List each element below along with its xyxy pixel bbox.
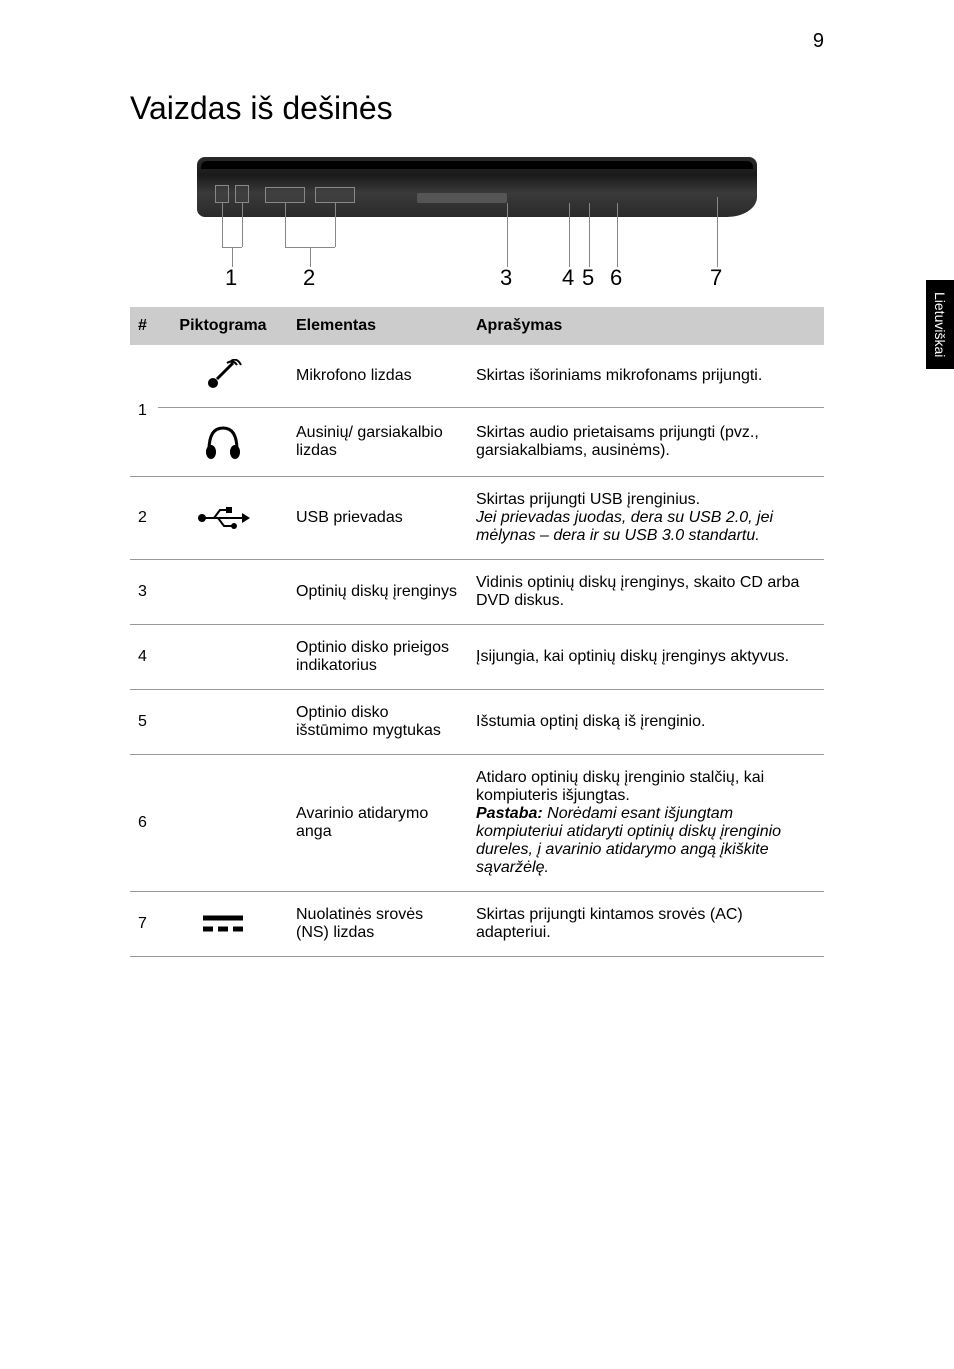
row3-num: 3 <box>130 560 158 625</box>
table-row: 5 Optinio disko išstūmimo mygtukas Išstu… <box>130 690 824 755</box>
row6-desc: Atidaro optinių diskų įrenginio stalčių,… <box>468 755 824 892</box>
page-title: Vaizdas iš dešinės <box>130 90 824 127</box>
row1a-desc: Skirtas išoriniams mikrofonams prijungti… <box>468 345 824 408</box>
row5-element: Optinio disko išstūmimo mygtukas <box>288 690 468 755</box>
row4-num: 4 <box>130 625 158 690</box>
row2-num: 2 <box>130 477 158 560</box>
row4-element: Optinio disko prieigos indikatorius <box>288 625 468 690</box>
page-content: Vaizdas iš dešinės 1 2 3 4 5 6 7 <box>0 0 954 997</box>
header-desc: Aprašymas <box>468 307 824 345</box>
table-row: Ausinių/ garsiakalbio lizdas Skirtas aud… <box>130 408 824 477</box>
row2-desc: Skirtas prijungti USB įrenginius. Jei pr… <box>468 477 824 560</box>
row3-icon <box>158 560 288 625</box>
row6-desc-line1: Atidaro optinių diskų įrenginio stalčių,… <box>476 769 764 804</box>
callout-6: 6 <box>610 265 622 291</box>
dc-power-icon <box>158 892 288 957</box>
laptop-diagram: 1 2 3 4 5 6 7 <box>197 157 757 287</box>
row5-desc: Išstumia optinį diską iš įrenginio. <box>468 690 824 755</box>
row4-desc: Įsijungia, kai optinių diskų įrenginys a… <box>468 625 824 690</box>
callout-2: 2 <box>303 265 315 291</box>
row2-desc-line1: Skirtas prijungti USB įrenginius. <box>476 491 700 508</box>
header-element: Elementas <box>288 307 468 345</box>
table-row: 1 Mikrofono lizdas Skirtas išoriniams mi… <box>130 345 824 408</box>
table-row: 7 Nuolatinės srovės (NS) lizdas Skirtas … <box>130 892 824 957</box>
row6-num: 6 <box>130 755 158 892</box>
row3-desc: Vidinis optinių diskų įrenginys, skaito … <box>468 560 824 625</box>
header-num: # <box>130 307 158 345</box>
row5-num: 5 <box>130 690 158 755</box>
usb-icon <box>158 477 288 560</box>
callout-3: 3 <box>500 265 512 291</box>
table-row: 3 Optinių diskų įrenginys Vidinis optini… <box>130 560 824 625</box>
row4-icon <box>158 625 288 690</box>
callout-5: 5 <box>582 265 594 291</box>
page-number: 9 <box>813 30 824 53</box>
callout-4: 4 <box>562 265 574 291</box>
row2-desc-line2: Jei prievadas juodas, dera su USB 2.0, j… <box>476 509 773 544</box>
table-row: 6 Avarinio atidarymo anga Atidaro optini… <box>130 755 824 892</box>
table-row: 2 USB prievadas Skirtas prijungti USB įr… <box>130 477 824 560</box>
row7-num: 7 <box>130 892 158 957</box>
table-row: 4 Optinio disko prieigos indikatorius Įs… <box>130 625 824 690</box>
row1b-desc: Skirtas audio prietaisams prijungti (pvz… <box>468 408 824 477</box>
row2-element: USB prievadas <box>288 477 468 560</box>
row5-icon <box>158 690 288 755</box>
spec-table: # Piktograma Elementas Aprašymas 1 Mi <box>130 307 824 957</box>
headphones-icon <box>158 408 288 477</box>
row3-element: Optinių diskų įrenginys <box>288 560 468 625</box>
language-tab: Lietuviškai <box>926 280 954 369</box>
row6-icon <box>158 755 288 892</box>
header-icon: Piktograma <box>158 307 288 345</box>
row6-desc-bold: Pastaba: <box>476 805 543 822</box>
mic-icon <box>158 345 288 408</box>
row7-element: Nuolatinės srovės (NS) lizdas <box>288 892 468 957</box>
row1b-element: Ausinių/ garsiakalbio lizdas <box>288 408 468 477</box>
table-header-row: # Piktograma Elementas Aprašymas <box>130 307 824 345</box>
row1a-element: Mikrofono lizdas <box>288 345 468 408</box>
callout-7: 7 <box>710 265 722 291</box>
callout-1: 1 <box>225 265 237 291</box>
row6-element: Avarinio atidarymo anga <box>288 755 468 892</box>
row1-num: 1 <box>130 345 158 477</box>
row7-desc: Skirtas prijungti kintamos srovės (AC) a… <box>468 892 824 957</box>
